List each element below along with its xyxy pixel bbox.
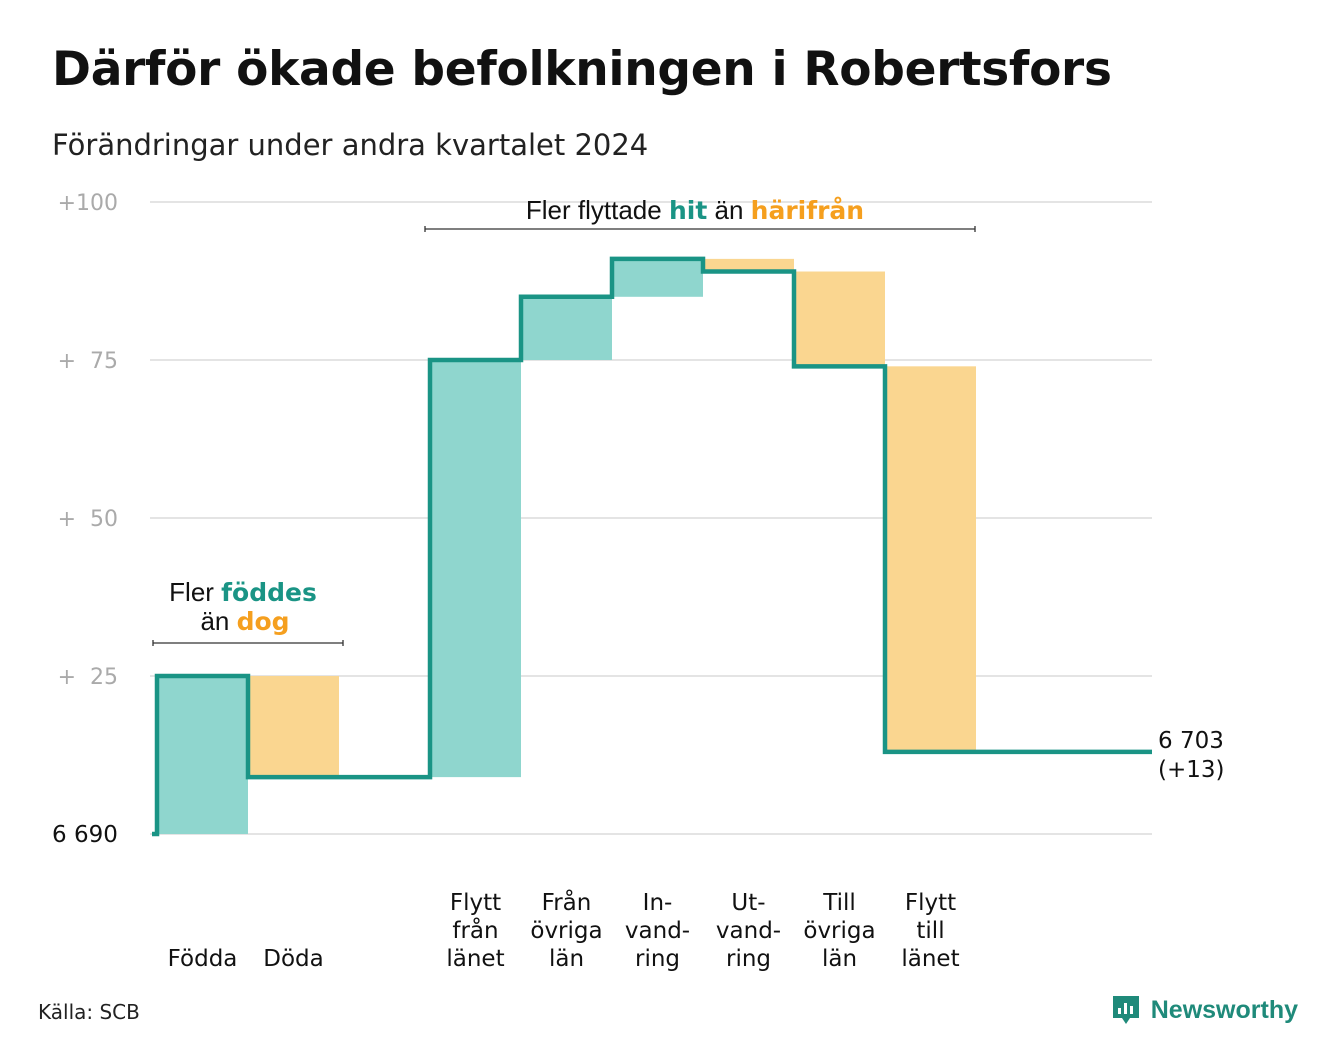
brand-logo: Newsworthy [1111,994,1298,1026]
chart-subtitle: Förändringar under andra kvartalet 2024 [52,128,649,162]
migration-annotation-hit: hit [669,196,707,225]
deaths-annotation-prefix: än [200,606,236,636]
category-label: Till [822,890,856,916]
category-label: Födda [168,946,238,972]
category-label: Ut- [731,890,765,916]
category-label: Från [542,888,592,916]
bar [703,258,794,272]
migration-annotation-bracket [424,226,976,232]
category-label: Flytt [450,890,501,916]
category-label: vand- [716,918,781,944]
end-change-label: (+13) [1158,757,1224,783]
y-tick-label: + 75 [58,349,118,374]
category-label: övriga [530,918,602,944]
category-label: In- [643,890,673,916]
bar [430,360,521,778]
y-axis-ticks: +100 + 75 + 50 + 25 [58,191,118,690]
cumulative-line [152,256,1152,837]
migration-annotation-harifran: härifrån [751,196,864,225]
category-label: Döda [263,946,323,972]
category-label: från [452,916,498,944]
births-annotation-prefix: Fler [169,577,221,607]
category-label: ring [726,946,771,972]
category-label: län [822,946,857,972]
category-label: till [916,918,944,944]
category-label: länet [446,946,504,972]
births-annotation: Fler föddes än dog [152,577,344,646]
migration-annotation: Fler flyttade hit än härifrån [424,195,976,232]
bar [248,676,339,778]
end-value-label: 6 703 [1158,728,1224,754]
svg-text:Fler föddes: Fler föddes [169,577,317,607]
bar [885,366,976,752]
category-label: länet [901,946,959,972]
category-label: län [549,946,584,972]
bars [157,258,976,834]
category-labels: Födda DödaFlyttfrånlänetFrånövrigalänIn-v… [168,888,960,972]
bar [157,676,248,834]
category-label: övriga [803,918,875,944]
base-value-label: 6 690 [52,822,118,848]
category-label: vand- [625,918,690,944]
bar [794,271,885,367]
newsworthy-logo-icon [1112,996,1139,1024]
source-note: Källa: SCB [38,1000,140,1024]
y-tick-label: + 25 [58,665,118,690]
births-annotation-highlight: föddes [221,578,317,607]
svg-text:Fler flyttade hit än härifrån: Fler flyttade hit än härifrån [526,195,864,225]
deaths-annotation-highlight: dog [237,607,290,636]
births-annotation-bracket [152,640,344,646]
category-label: Flytt [905,890,956,916]
svg-text:än dog: än dog [200,606,289,636]
migration-annotation-prefix: Fler flyttade [526,195,669,225]
chart-title: Därför ökade befolkningen i Robertsfors [52,42,1112,97]
bar [521,296,612,360]
brand-name: Newsworthy [1150,995,1298,1024]
y-tick-label: + 50 [58,507,118,532]
cumulative-line-group [152,256,1152,837]
category-label: ring [635,946,680,972]
y-tick-label: +100 [58,191,118,216]
bar [612,258,703,297]
migration-annotation-middle: än [707,195,750,225]
